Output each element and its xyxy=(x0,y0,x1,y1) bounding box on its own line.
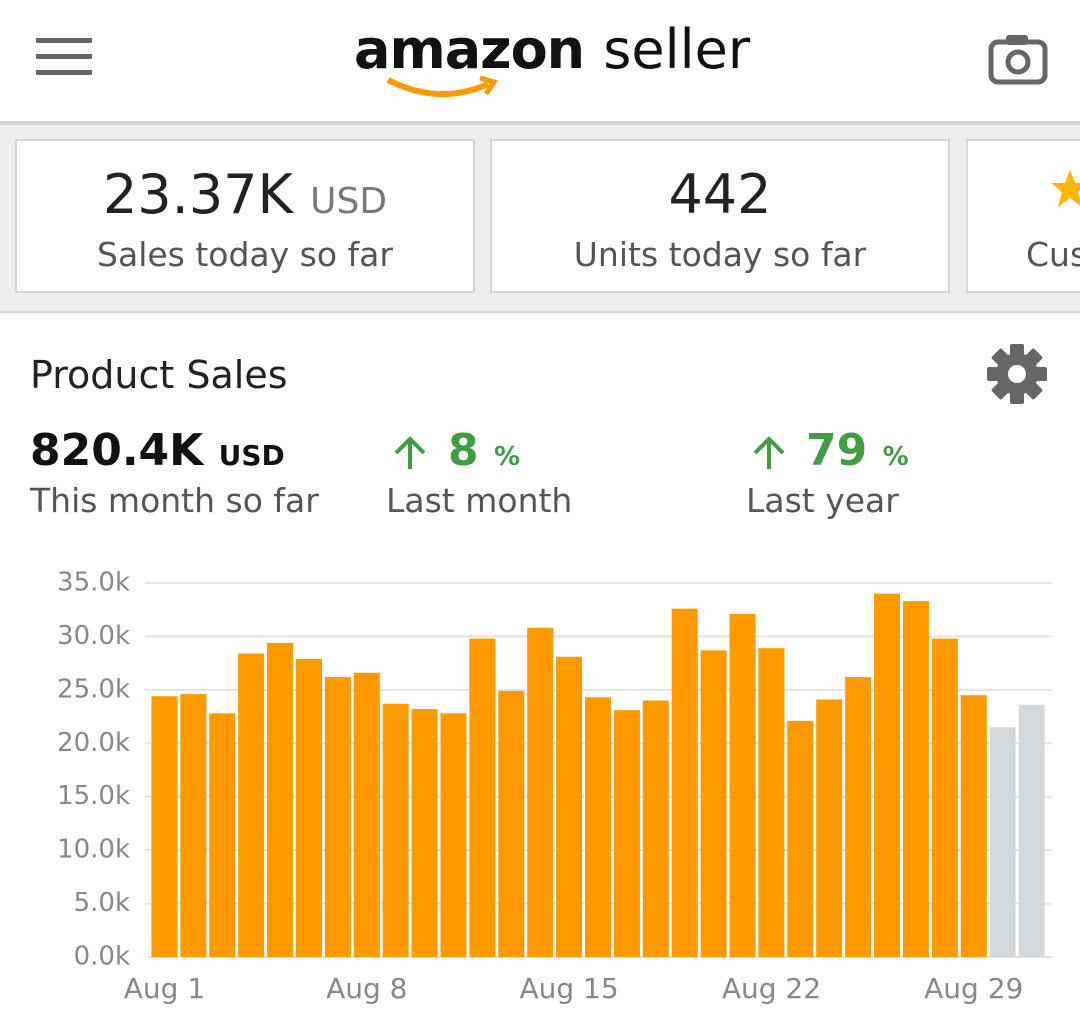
bar xyxy=(642,700,669,957)
change-label: Last year xyxy=(746,481,899,520)
sales-value: 23.37K xyxy=(102,163,293,226)
top-bar: amazon seller xyxy=(0,0,1080,125)
logo: amazon seller xyxy=(354,18,750,81)
bar xyxy=(671,608,698,957)
logo-brand: amazon xyxy=(354,18,585,81)
bar xyxy=(411,709,438,957)
bar xyxy=(584,697,612,957)
panel-title: Product Sales xyxy=(30,353,288,397)
bar xyxy=(324,677,351,957)
bar xyxy=(787,720,814,957)
sales-unit: USD xyxy=(310,181,388,222)
reviews-card[interactable]: Cus xyxy=(966,139,1080,293)
menu-button[interactable] xyxy=(36,38,92,78)
bar xyxy=(440,713,467,957)
bar xyxy=(700,650,727,957)
change-unit: % xyxy=(882,442,909,472)
bar xyxy=(353,672,380,957)
star-icon xyxy=(1051,170,1080,207)
x-tick-label: Aug 8 xyxy=(326,972,407,1005)
month-change: 8 % xyxy=(448,425,520,476)
bar xyxy=(556,656,583,957)
bar xyxy=(845,677,872,957)
logo-smile xyxy=(386,75,498,98)
bar xyxy=(902,601,929,957)
bar xyxy=(931,638,958,957)
bar xyxy=(1018,704,1045,957)
bar xyxy=(874,593,901,957)
bar xyxy=(729,613,756,957)
x-tick-label: Aug 15 xyxy=(519,972,618,1005)
bar xyxy=(989,727,1016,957)
total-value: 820.4K xyxy=(30,425,204,476)
up-arrow xyxy=(753,436,785,469)
year-change: 79 % xyxy=(806,425,909,476)
y-tick-label: 0.0k xyxy=(74,942,130,972)
x-tick-label: Aug 1 xyxy=(124,972,205,1005)
y-tick-label: 20.0k xyxy=(57,728,130,758)
change-label: Last month xyxy=(386,481,573,520)
card-label: Sales today so far xyxy=(97,235,393,274)
bar xyxy=(267,642,294,957)
x-tick-label: Aug 29 xyxy=(924,972,1023,1005)
total-unit: USD xyxy=(218,439,285,472)
y-tick-label: 5.0k xyxy=(74,888,130,918)
y-tick-label: 25.0k xyxy=(57,674,130,704)
bar xyxy=(613,710,640,957)
units-card[interactable]: 442 Units today so far xyxy=(490,139,950,293)
card-label: Units today so far xyxy=(573,235,867,274)
month-total: 820.4K USD xyxy=(30,425,285,476)
bar xyxy=(151,696,178,957)
bar xyxy=(209,713,236,957)
y-tick-label: 10.0k xyxy=(57,835,130,865)
bar xyxy=(960,695,987,957)
total-label: This month so far xyxy=(30,481,319,520)
logo-product: seller xyxy=(603,18,751,81)
y-tick-label: 30.0k xyxy=(57,621,130,651)
bar xyxy=(295,658,322,957)
card-value: 23.37K USD xyxy=(17,163,473,226)
bar xyxy=(816,699,843,957)
units-value: 442 xyxy=(668,163,772,226)
x-tick-label: Aug 22 xyxy=(722,972,821,1005)
change-value: 79 xyxy=(806,425,868,476)
card-label: Cus xyxy=(1026,235,1080,274)
bar xyxy=(758,648,785,957)
sales-card[interactable]: 23.37K USD Sales today so far xyxy=(15,139,475,293)
y-tick-label: 35.0k xyxy=(57,568,130,598)
up-arrow xyxy=(394,436,426,469)
y-tick-label: 15.0k xyxy=(57,781,130,811)
bar xyxy=(527,627,554,957)
bar xyxy=(180,694,207,957)
bar xyxy=(382,703,409,957)
camera-button[interactable] xyxy=(988,32,1048,86)
settings-button[interactable] xyxy=(986,343,1048,405)
bar xyxy=(498,690,525,957)
change-unit: % xyxy=(493,442,521,472)
bar xyxy=(238,653,265,957)
sales-chart: 0.0k 5.0k 10.0k 15.0k 20.0k 25.0k 30.0k 35.0k Au… xyxy=(57,568,1052,1005)
change-value: 8 xyxy=(448,425,479,476)
bar xyxy=(469,638,496,957)
